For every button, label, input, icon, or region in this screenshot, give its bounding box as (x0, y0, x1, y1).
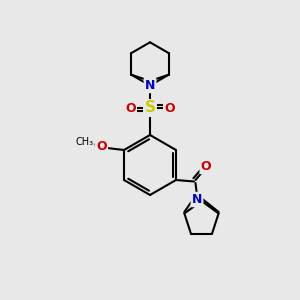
Text: CH₃: CH₃ (76, 136, 94, 147)
Text: O: O (125, 101, 136, 115)
Text: O: O (201, 160, 211, 173)
Text: O: O (164, 101, 175, 115)
Text: N: N (145, 79, 155, 92)
Text: S: S (145, 100, 155, 116)
Text: O: O (96, 140, 107, 154)
Text: N: N (192, 193, 202, 206)
